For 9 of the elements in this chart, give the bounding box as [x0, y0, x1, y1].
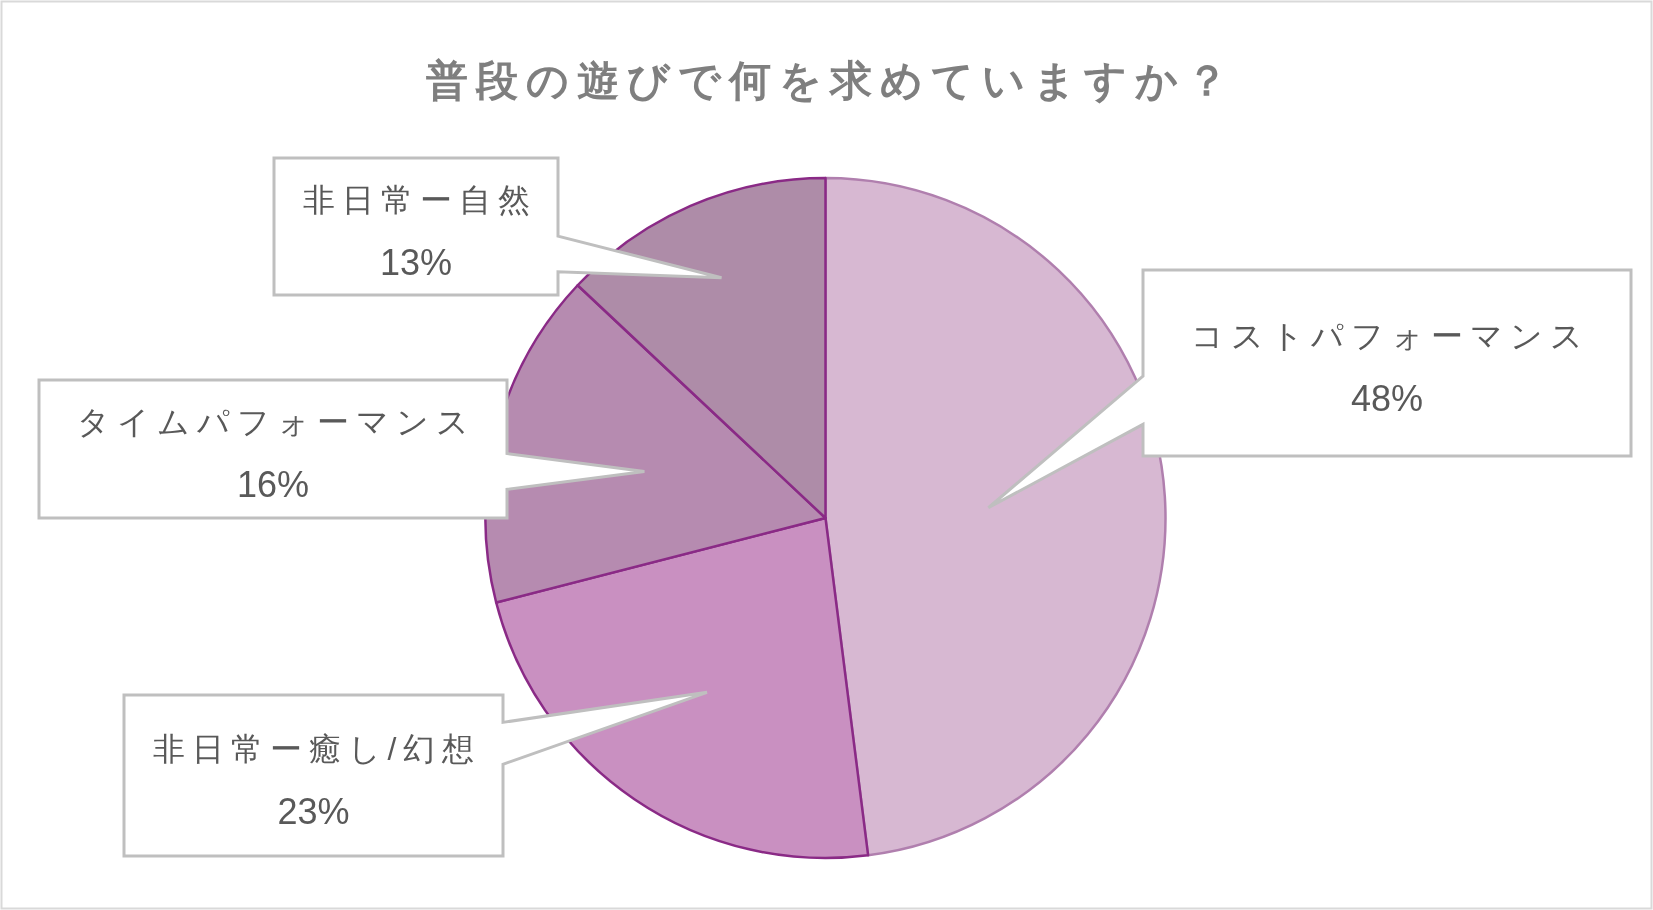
slice-label: 非日常ー自然 — [302, 181, 537, 218]
data-label: 48% — [1350, 377, 1424, 419]
data-label: 16% — [236, 463, 310, 505]
slice-label: 非日常ー癒し/幻想 — [152, 730, 482, 767]
data-label: 23% — [277, 790, 350, 831]
title: 普段の遊びで何を求めていますか？ — [425, 56, 1236, 104]
slice-label: コストパフォーマンス — [1191, 318, 1590, 354]
slice-label: タイムパフォーマンス — [77, 404, 476, 440]
data-label: 13% — [379, 241, 453, 282]
